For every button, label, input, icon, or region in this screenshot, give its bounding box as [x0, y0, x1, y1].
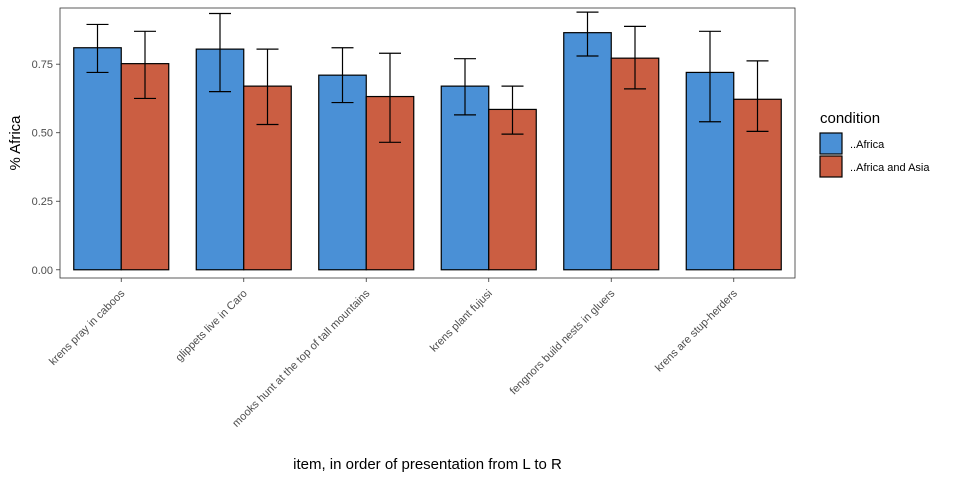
legend-label: ..Africa and Asia [850, 162, 930, 174]
y-axis-title: % Africa [7, 115, 24, 171]
legend-key [819, 132, 843, 155]
bar [563, 32, 612, 271]
bar [318, 74, 367, 271]
x-tick-label: mooks hunt at the top of tall mountains [230, 287, 372, 429]
y-axis: 0.00 0.25 0.50 0.75 [32, 59, 60, 277]
legend: condition ..Africa ..Africa and Asia [819, 110, 930, 178]
bar [73, 47, 122, 271]
x-tick-label: krens plant fujusi [428, 288, 495, 355]
x-axis: krens pray in caboos glippets live in Car… [47, 278, 740, 430]
x-tick-label: glippets live in Caro [174, 288, 250, 364]
legend-label: ..Africa [850, 139, 885, 151]
x-axis-title: item, in order of presentation from L to… [293, 456, 562, 473]
x-tick-label: krens are stup-herders [653, 287, 740, 374]
bar [610, 57, 660, 271]
x-tick-label: krens pray in caboos [47, 287, 128, 368]
legend-title: condition [820, 110, 880, 127]
y-tick-label: 0.25 [32, 196, 53, 208]
plot-panel [59, 7, 796, 279]
legend-key [819, 155, 843, 178]
bars-layer [73, 11, 782, 271]
bar [488, 108, 537, 271]
x-tick-label: fengnors build nests in gluers [508, 287, 618, 397]
y-tick-label: 0.50 [32, 128, 53, 140]
y-tick-label: 0.75 [32, 59, 53, 71]
y-tick-label: 0.00 [32, 265, 53, 277]
